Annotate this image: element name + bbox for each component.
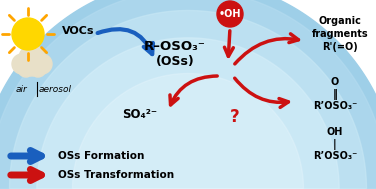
Circle shape xyxy=(12,18,44,50)
Text: Organic
fragments
R'(=O): Organic fragments R'(=O) xyxy=(312,16,368,52)
Circle shape xyxy=(12,54,32,74)
Circle shape xyxy=(18,61,34,77)
Text: aerosol: aerosol xyxy=(38,84,71,94)
Text: OH
|
R’OSO₃⁻: OH | R’OSO₃⁻ xyxy=(313,127,357,161)
Text: R–OSO₃⁻: R–OSO₃⁻ xyxy=(144,40,206,53)
Text: OSs Formation: OSs Formation xyxy=(58,151,144,161)
Circle shape xyxy=(32,54,52,74)
Text: VOCs: VOCs xyxy=(62,26,94,36)
Polygon shape xyxy=(73,74,303,189)
Text: air: air xyxy=(16,84,28,94)
Text: •OH: •OH xyxy=(219,9,241,19)
Polygon shape xyxy=(9,11,367,189)
Text: O
‖
R’OSO₃⁻: O ‖ R’OSO₃⁻ xyxy=(313,77,357,111)
Circle shape xyxy=(217,1,243,27)
Text: OSs Transformation: OSs Transformation xyxy=(58,170,174,180)
Circle shape xyxy=(19,45,45,71)
Text: SO₄²⁻: SO₄²⁻ xyxy=(123,108,158,121)
Circle shape xyxy=(30,61,46,77)
Text: ?: ? xyxy=(230,108,240,126)
Text: (OSs): (OSs) xyxy=(156,56,194,68)
Circle shape xyxy=(23,58,41,76)
Polygon shape xyxy=(37,38,339,189)
